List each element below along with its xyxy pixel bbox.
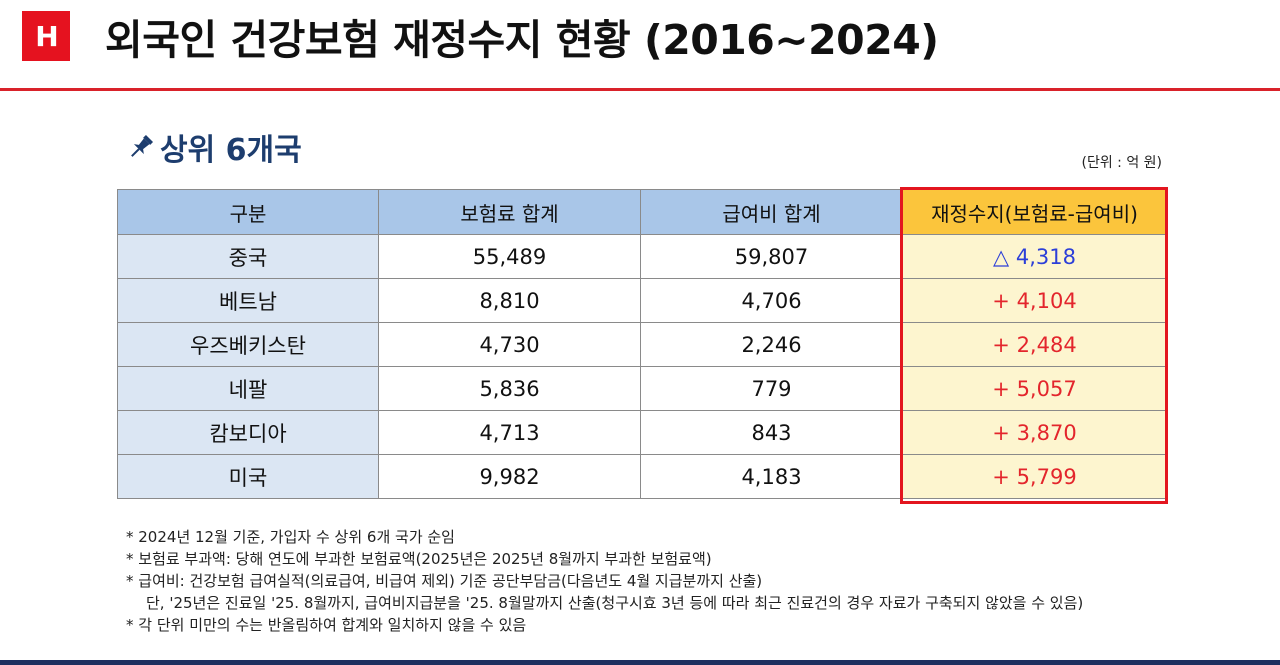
header-benefit: 급여비 합계 (640, 189, 903, 235)
balance-cell: + 3,870 (902, 410, 1167, 455)
table-row: 베트남 8,810 4,706 + 4,104 (117, 278, 1167, 323)
header-balance: 재정수지(보험료-급여비) (902, 189, 1167, 235)
benefit-cell: 2,246 (640, 322, 903, 367)
title-divider (0, 88, 1280, 91)
page-title: 외국인 건강보험 재정수지 현황 (2016~2024) (105, 16, 939, 64)
benefit-cell: 59,807 (640, 234, 903, 279)
pushpin-icon (131, 134, 154, 157)
bottom-bar (0, 660, 1280, 665)
footnote: * 각 단위 미만의 수는 반올림하여 합계와 일치하지 않을 수 있음 (126, 616, 527, 634)
premium-cell: 8,810 (378, 278, 641, 323)
footnote: 단, '25년은 진료일 '25. 8월까지, 급여비지급분을 '25. 8월말… (146, 594, 1084, 612)
footnotes: * 2024년 12월 기준, 가입자 수 상위 6개 국가 순임 * 보험료 … (126, 526, 1083, 636)
benefit-cell: 779 (640, 366, 903, 411)
table-row: 미국 9,982 4,183 + 5,799 (117, 454, 1167, 499)
benefit-cell: 843 (640, 410, 903, 455)
premium-cell: 4,713 (378, 410, 641, 455)
footnote: * 보험료 부과액: 당해 연도에 부과한 보험료액(2025년은 2025년 … (126, 550, 712, 568)
header-premium: 보험료 합계 (378, 189, 641, 235)
table-row: 네팔 5,836 779 + 5,057 (117, 366, 1167, 411)
balance-cell: + 5,799 (902, 454, 1167, 499)
table-row: 중국 55,489 59,807 △ 4,318 (117, 234, 1167, 279)
section-heading-text: 상위 6개국 (160, 133, 302, 168)
country-cell: 캄보디아 (117, 410, 379, 455)
country-cell: 베트남 (117, 278, 379, 323)
logo-mark: H (22, 11, 70, 61)
country-cell: 네팔 (117, 366, 379, 411)
footnote: * 2024년 12월 기준, 가입자 수 상위 6개 국가 순임 (126, 528, 455, 546)
premium-cell: 55,489 (378, 234, 641, 279)
table-row: 우즈베키스탄 4,730 2,246 + 2,484 (117, 322, 1167, 367)
premium-cell: 5,836 (378, 366, 641, 411)
balance-cell: + 2,484 (902, 322, 1167, 367)
footnote: * 급여비: 건강보험 급여실적(의료급여, 비급여 제외) 기준 공단부담금(… (126, 572, 763, 590)
country-cell: 중국 (117, 234, 379, 279)
country-cell: 미국 (117, 454, 379, 499)
country-cell: 우즈베키스탄 (117, 322, 379, 367)
balance-cell: + 4,104 (902, 278, 1167, 323)
balance-cell: △ 4,318 (902, 234, 1167, 279)
unit-label: (단위 : 억 원) (1081, 155, 1162, 171)
balance-table: 구분 보험료 합계 급여비 합계 재정수지(보험료-급여비) 중국 55,489… (117, 189, 1167, 499)
table-row: 캄보디아 4,713 843 + 3,870 (117, 410, 1167, 455)
header-category: 구분 (117, 189, 379, 235)
premium-cell: 9,982 (378, 454, 641, 499)
logo: H (22, 10, 102, 62)
section-heading: 상위 6개국 (126, 125, 302, 169)
benefit-cell: 4,183 (640, 454, 903, 499)
benefit-cell: 4,706 (640, 278, 903, 323)
balance-cell: + 5,057 (902, 366, 1167, 411)
premium-cell: 4,730 (378, 322, 641, 367)
table-header-row: 구분 보험료 합계 급여비 합계 재정수지(보험료-급여비) (117, 189, 1167, 235)
